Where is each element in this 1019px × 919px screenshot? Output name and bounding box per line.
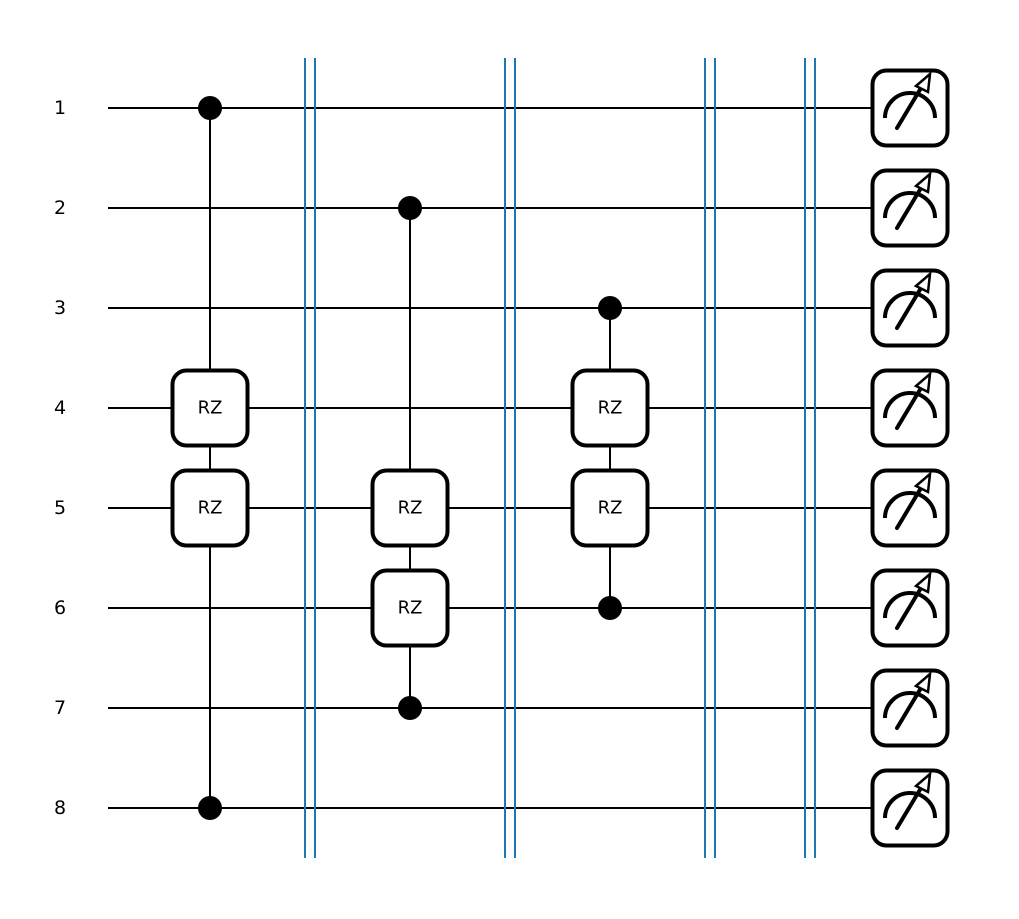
wire-label: 6 (54, 597, 66, 619)
measure-gate (870, 668, 950, 748)
meter-arrowhead (913, 70, 932, 94)
meter-icon (883, 670, 937, 730)
measure-gate (870, 68, 950, 148)
measure-gate (870, 768, 950, 848)
meter-arc (883, 791, 937, 819)
wire-label: 3 (54, 297, 66, 319)
measure-gate (870, 368, 950, 448)
rz-gate-label: RZ (598, 498, 623, 519)
meter-icon (883, 370, 937, 430)
rz-gate-label: RZ (398, 598, 423, 619)
meter-needle (895, 81, 926, 130)
meter-arrowhead (913, 770, 932, 794)
rz-gate (570, 468, 650, 548)
meter-arrowhead (913, 570, 932, 594)
meter-arc (883, 391, 937, 419)
measure-gate (870, 568, 950, 648)
rz-gate (170, 468, 250, 548)
meter-icon (883, 770, 937, 830)
meter-icon (883, 170, 937, 230)
wire-layer (108, 107, 880, 809)
wire-label: 8 (54, 797, 66, 819)
wire-label: 7 (54, 697, 66, 719)
measure-gate (870, 268, 950, 348)
meter-arrowhead (913, 270, 932, 294)
meter-needle (895, 681, 926, 730)
meter-icon (883, 470, 937, 530)
rz-gate (170, 368, 250, 448)
wire-label: 5 (54, 497, 66, 519)
wire-label-layer: 1 2 3 4 5 6 7 8 (54, 97, 66, 819)
meter-arrowhead (913, 470, 932, 494)
rz-gate-label: RZ (398, 498, 423, 519)
wire-label: 1 (54, 97, 66, 119)
meter-arrowhead (913, 170, 932, 194)
control-dot (398, 196, 422, 220)
meter-arc (883, 191, 937, 219)
meter-arrowhead (913, 670, 932, 694)
meter-arc (883, 291, 937, 319)
control-dot (398, 696, 422, 720)
rz-gate-label: RZ (598, 398, 623, 419)
rz-gate-label: RZ (198, 398, 223, 419)
operation-layer: RZ RZ RZ RZ RZ RZ (170, 96, 650, 820)
meter-arc (883, 691, 937, 719)
barrier-layer (304, 58, 816, 858)
measure-gate (870, 468, 950, 548)
control-dot (198, 796, 222, 820)
control-dot (198, 96, 222, 120)
wire-label: 2 (54, 197, 66, 219)
meter-needle (895, 281, 926, 330)
control-dot (598, 296, 622, 320)
meter-needle (895, 381, 926, 430)
rz-gate (370, 568, 450, 648)
meter-needle (895, 781, 926, 830)
control-dot (598, 596, 622, 620)
meter-needle (895, 181, 926, 230)
measure-gate (870, 168, 950, 248)
meter-icon (883, 70, 937, 130)
rz-gate (570, 368, 650, 448)
meter-arc (883, 491, 937, 519)
meter-icon (883, 270, 937, 330)
meter-needle (895, 481, 926, 530)
measurement-layer (870, 68, 950, 848)
wire-label: 4 (54, 397, 66, 419)
rz-gate-label: RZ (198, 498, 223, 519)
meter-icon (883, 570, 937, 630)
meter-arc (883, 591, 937, 619)
rz-gate (370, 468, 450, 548)
meter-arc (883, 91, 937, 119)
meter-needle (895, 581, 926, 630)
meter-arrowhead (913, 370, 932, 394)
